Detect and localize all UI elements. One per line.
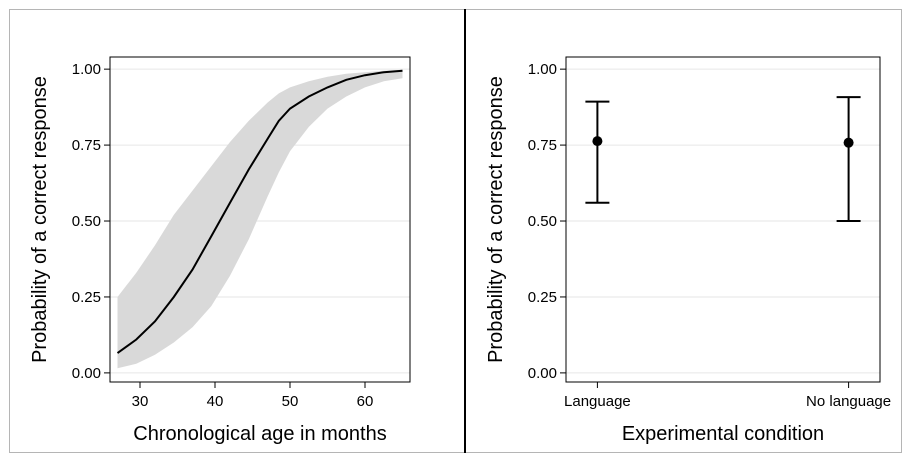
chart-2-y-tick-label: 0.75 <box>528 137 557 154</box>
chart-2-y-tick-label: 0.25 <box>528 289 557 306</box>
chart-1-x-tick-label: 60 <box>357 393 374 410</box>
chart-1-y-tick-label: 0.50 <box>72 213 101 230</box>
chart-2-y-tick-label: 0.50 <box>528 213 557 230</box>
chart-1-y-axis-title: Probability of a correct response <box>29 76 51 363</box>
chart-1-x-tick-label: 50 <box>282 393 299 410</box>
chart-2-category-label: No language <box>806 393 891 410</box>
chart-2-x-axis-title: Experimental condition <box>622 423 824 445</box>
chart-1-plot-frame <box>109 56 411 383</box>
panel-divider <box>464 9 466 453</box>
chart-2-point <box>592 136 603 147</box>
chart-1-x-axis-title: Chronological age in months <box>133 423 387 445</box>
chart-1-confidence-band <box>117 69 403 369</box>
chart-2-category-label: Language <box>564 393 631 410</box>
chart-1-y-tick-label: 0.00 <box>72 365 101 382</box>
chart-2-plot-area <box>565 56 881 383</box>
chart-1-y-tick-label: 0.25 <box>72 289 101 306</box>
figure-border <box>9 9 902 453</box>
chart-1-x-tick-label: 30 <box>132 393 149 410</box>
chart-2-y-tick-label: 0.00 <box>528 365 557 382</box>
chart-1-series-line <box>116 69 403 354</box>
chart-1-x-tick-label: 40 <box>207 393 224 410</box>
chart-2-point <box>843 137 854 148</box>
chart-1-y-tick-label: 1.00 <box>72 61 101 78</box>
chart-2-y-axis-title: Probability of a correct response <box>485 76 507 363</box>
chart-1-y-tick-label: 0.75 <box>72 137 101 154</box>
chart-2-y-tick-label: 1.00 <box>528 61 557 78</box>
